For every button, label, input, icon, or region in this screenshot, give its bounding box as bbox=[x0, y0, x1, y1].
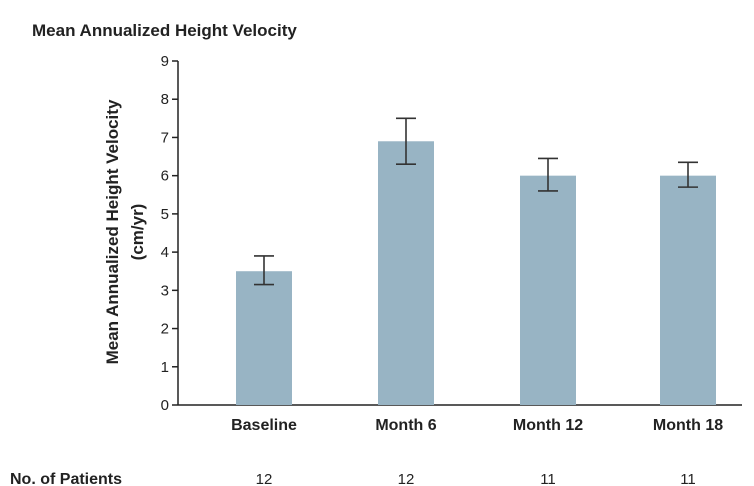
y-tick-label: 2 bbox=[161, 321, 169, 338]
patients-count: 11 bbox=[680, 471, 696, 486]
x-tick-label: Month 18 bbox=[653, 417, 723, 434]
chart-title: Mean Annualized Height Velocity bbox=[32, 21, 297, 40]
patients-row-label: No. of Patients bbox=[10, 471, 122, 486]
bar bbox=[236, 271, 292, 405]
y-tick-label: 7 bbox=[161, 129, 169, 146]
y-tick-label: 9 bbox=[161, 53, 169, 70]
y-tick-label: 1 bbox=[161, 359, 169, 376]
bar bbox=[378, 141, 434, 405]
x-tick-label: Month 6 bbox=[375, 417, 436, 434]
y-axis-label: Mean Annualized Height Velocity (cm/yr) bbox=[103, 99, 147, 364]
y-tick-label: 0 bbox=[161, 397, 169, 414]
y-axis-label-line1: Mean Annualized Height Velocity bbox=[103, 99, 122, 364]
y-axis-label-line2: (cm/yr) bbox=[128, 204, 147, 261]
patients-count: 11 bbox=[540, 471, 556, 486]
x-tick-label: Month 12 bbox=[513, 417, 583, 434]
patients-count: 12 bbox=[256, 471, 273, 486]
x-tick-label: Baseline bbox=[231, 417, 297, 434]
y-tick-label: 6 bbox=[161, 168, 169, 185]
y-tick-label: 5 bbox=[161, 206, 169, 223]
patients-count: 12 bbox=[398, 471, 415, 486]
y-tick-label: 3 bbox=[161, 282, 169, 299]
bar bbox=[660, 175, 716, 405]
y-tick-label: 8 bbox=[161, 91, 169, 108]
y-tick-label: 4 bbox=[161, 244, 169, 261]
bar bbox=[520, 175, 576, 405]
